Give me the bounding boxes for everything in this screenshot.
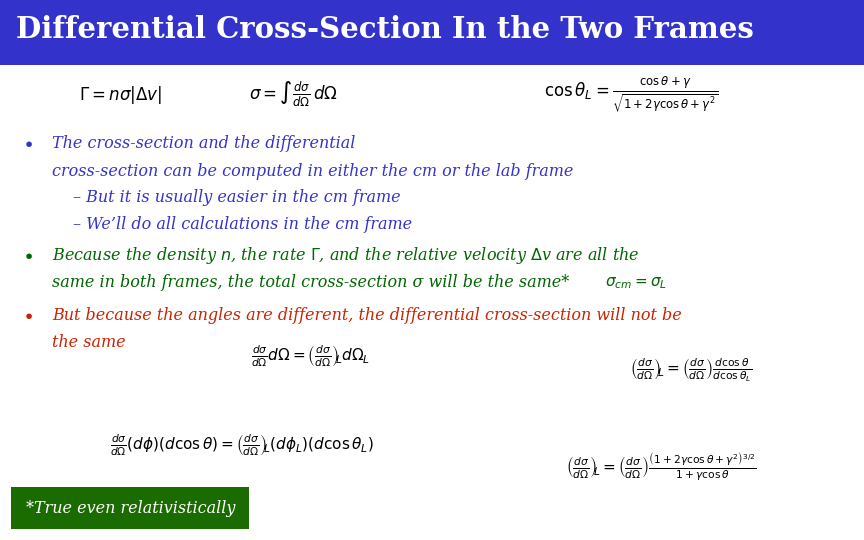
Text: The cross-section and the differential: The cross-section and the differential <box>52 134 355 152</box>
FancyBboxPatch shape <box>11 487 249 529</box>
Text: $\bullet$: $\bullet$ <box>22 306 33 325</box>
Text: the same: the same <box>52 334 125 352</box>
Text: Differential Cross-Section In the Two Frames: Differential Cross-Section In the Two Fr… <box>16 15 753 44</box>
Text: $\bullet$: $\bullet$ <box>22 134 33 152</box>
Text: $\bullet$: $\bullet$ <box>22 246 33 265</box>
Text: $\left(\frac{d\sigma}{d\Omega}\right)_{\!\!L} = \left(\frac{d\sigma}{d\Omega}\ri: $\left(\frac{d\sigma}{d\Omega}\right)_{\… <box>566 451 756 483</box>
Text: $\frac{d\sigma}{d\Omega}d\Omega = \left(\frac{d\sigma}{d\Omega}\right)_{\!\!L} d: $\frac{d\sigma}{d\Omega}d\Omega = \left(… <box>251 343 371 369</box>
Text: Because the density $n$, the rate $\Gamma$, and the relative velocity $\Delta$v : Because the density $n$, the rate $\Gamm… <box>52 245 639 266</box>
Text: $\frac{d\sigma}{d\Omega}(d\phi)(d\cos\theta) = \left(\frac{d\sigma}{d\Omega}\rig: $\frac{d\sigma}{d\Omega}(d\phi)(d\cos\th… <box>110 433 374 458</box>
Text: $\Gamma = n\sigma|\Delta v|$: $\Gamma = n\sigma|\Delta v|$ <box>79 84 162 105</box>
Text: – But it is usually easier in the cm frame: – But it is usually easier in the cm fra… <box>73 189 401 206</box>
Text: $\left(\frac{d\sigma}{d\Omega}\right)_{\!\!L} = \left(\frac{d\sigma}{d\Omega}\ri: $\left(\frac{d\sigma}{d\Omega}\right)_{\… <box>630 356 753 384</box>
Text: $\cos\theta_L = \frac{\cos\theta + \gamma}{\sqrt{1 + 2\gamma\cos\theta + \gamma^: $\cos\theta_L = \frac{\cos\theta + \gamm… <box>543 75 718 114</box>
FancyBboxPatch shape <box>0 0 864 65</box>
Text: $\sigma_{cm} = \sigma_L$: $\sigma_{cm} = \sigma_L$ <box>605 275 667 291</box>
Text: cross-section can be computed in either the cm or the lab frame: cross-section can be computed in either … <box>52 163 573 180</box>
Text: same in both frames, the total cross-section σ will be the same*: same in both frames, the total cross-sec… <box>52 274 569 292</box>
Text: $\sigma = \int\frac{d\sigma}{d\Omega}\,d\Omega$: $\sigma = \int\frac{d\sigma}{d\Omega}\,d… <box>250 80 338 109</box>
Text: *True even relativistically: *True even relativistically <box>26 500 235 517</box>
Text: – We’ll do all calculations in the cm frame: – We’ll do all calculations in the cm fr… <box>73 215 413 233</box>
Text: But because the angles are different, the differential cross-section will not be: But because the angles are different, th… <box>52 307 682 324</box>
